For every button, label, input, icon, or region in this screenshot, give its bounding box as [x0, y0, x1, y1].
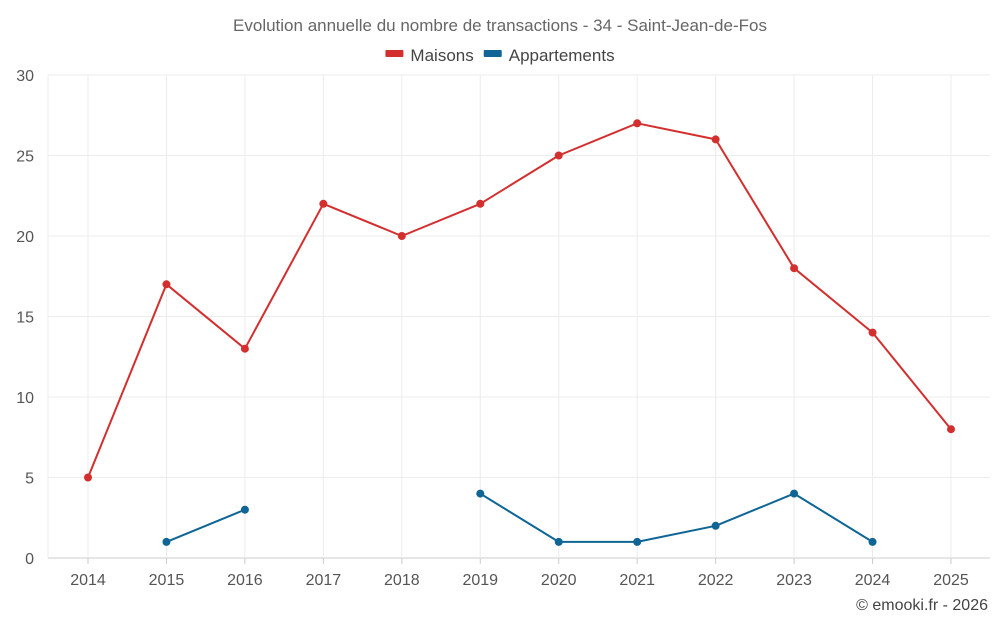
y-tick-label: 20 — [16, 229, 34, 246]
x-tick-label: 2021 — [619, 572, 655, 589]
y-tick-label: 25 — [16, 149, 34, 166]
point-appartements-2022[interactable] — [711, 521, 720, 530]
point-maisons-2015[interactable] — [162, 280, 171, 289]
point-maisons-2017[interactable] — [319, 199, 328, 208]
point-maisons-2014[interactable] — [84, 473, 92, 482]
y-tick-label: 10 — [16, 390, 34, 407]
grid — [48, 74, 990, 559]
point-appartements-2023[interactable] — [790, 489, 799, 498]
x-tick-label: 2018 — [384, 572, 420, 589]
point-appartements-2015[interactable] — [162, 537, 171, 546]
x-tick-label: 2022 — [698, 572, 734, 589]
series-line-maisons — [87, 122, 952, 478]
point-maisons-2022[interactable] — [711, 135, 720, 144]
legend-swatch-appartements — [483, 50, 502, 57]
x-tick-label: 2023 — [776, 572, 812, 589]
series-appartements — [162, 489, 877, 546]
legend-item-maisons[interactable]: Maisons — [385, 46, 474, 65]
point-maisons-2016[interactable] — [240, 344, 249, 353]
x-tick-label: 2019 — [462, 572, 498, 589]
y-tick-label: 15 — [16, 310, 34, 327]
y-tick-label: 30 — [16, 68, 34, 85]
point-maisons-2020[interactable] — [554, 151, 563, 160]
chart-title: Evolution annuelle du nombre de transact… — [233, 16, 767, 35]
x-tick-label: 2017 — [306, 572, 342, 589]
point-appartements-2020[interactable] — [554, 537, 563, 546]
point-appartements-2019[interactable] — [476, 489, 485, 498]
legend: Maisons Appartements — [385, 46, 615, 65]
legend-swatch-maisons — [385, 50, 404, 57]
x-tick-label: 2014 — [70, 572, 106, 589]
x-tick-label: 2025 — [933, 572, 969, 589]
point-maisons-2019[interactable] — [476, 199, 485, 208]
point-maisons-2025[interactable] — [947, 425, 955, 434]
x-tick-label: 2016 — [227, 572, 263, 589]
series-group — [84, 119, 955, 546]
legend-item-appartements[interactable]: Appartements — [483, 46, 615, 65]
legend-label-maisons: Maisons — [410, 46, 473, 65]
credit-text: © emooki.fr - 2026 — [856, 597, 988, 614]
point-maisons-2021[interactable] — [633, 119, 642, 128]
point-maisons-2018[interactable] — [397, 232, 406, 240]
point-maisons-2023[interactable] — [790, 264, 799, 273]
point-appartements-2021[interactable] — [633, 537, 642, 546]
x-tick-label: 2015 — [149, 572, 185, 589]
y-tick-label: 5 — [25, 471, 34, 488]
series-line-appartements — [479, 492, 874, 543]
point-appartements-2024[interactable] — [868, 537, 877, 546]
legend-label-appartements: Appartements — [509, 46, 615, 65]
x-tick-label: 2024 — [855, 572, 891, 589]
y-tick-label: 0 — [25, 551, 34, 568]
x-tick-label: 2020 — [541, 572, 577, 589]
point-appartements-2016[interactable] — [240, 505, 249, 514]
series-line-appartements — [166, 508, 246, 543]
series-maisons — [84, 119, 955, 482]
point-maisons-2024[interactable] — [868, 328, 877, 337]
